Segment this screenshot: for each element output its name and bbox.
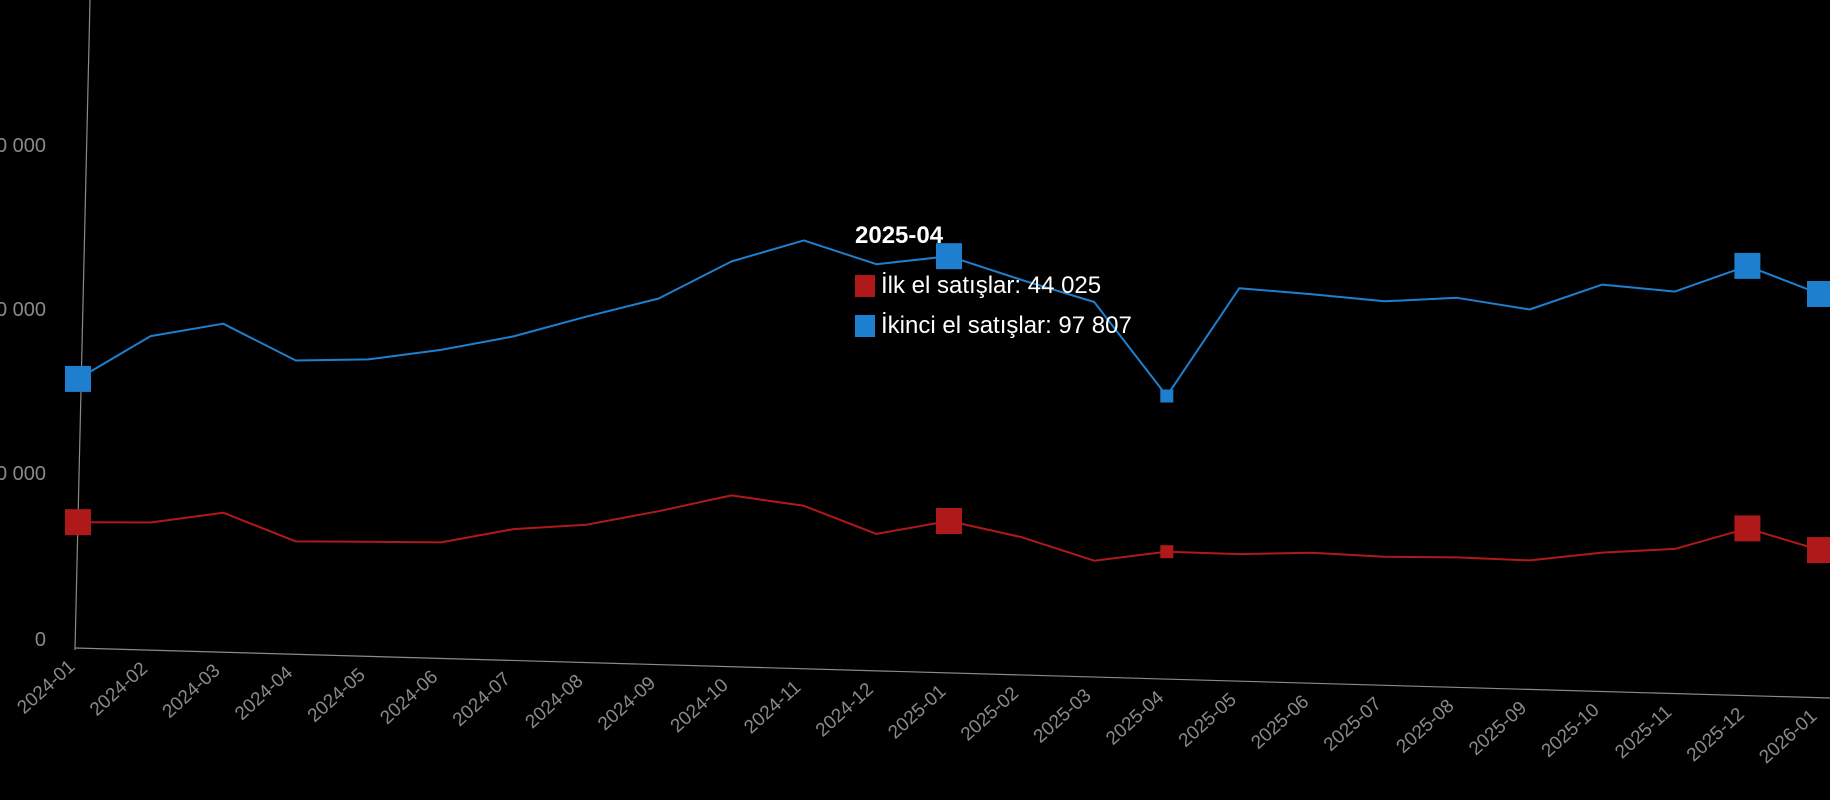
data-point-marker xyxy=(65,509,91,536)
tooltip-title: 2025-04 xyxy=(855,222,944,249)
x-axis-ticks: 2024-01 2024-02 2024-03 2024-04 2024-05 2024-… xyxy=(13,656,1821,768)
y-tick-label: 0 xyxy=(35,629,46,651)
tooltip-separator: : xyxy=(1045,312,1059,339)
x-tick-label: 2024-05 xyxy=(304,664,370,726)
x-tick-label: 2025-05 xyxy=(1175,689,1241,751)
data-point-marker xyxy=(1160,545,1174,559)
second-hand-swatch xyxy=(855,315,875,337)
x-tick-label: 2025-12 xyxy=(1683,704,1749,766)
tooltip: 2025-04 İlk el satışlar: 44 025 İkinci e… xyxy=(855,222,1175,346)
x-tick-label: 2024-07 xyxy=(449,669,515,731)
tooltip-value: 44 025 xyxy=(1027,272,1102,299)
x-tick-label: 2024-09 xyxy=(594,673,660,735)
x-tick-label: 2024-01 xyxy=(13,656,79,718)
y-axis-line xyxy=(74,0,91,651)
x-tick-label: 2024-03 xyxy=(159,660,225,722)
y-tick-label: 0 000 xyxy=(0,135,46,157)
x-tick-label: 2025-03 xyxy=(1030,685,1096,747)
x-tick-label: 2025-06 xyxy=(1247,691,1313,753)
x-tick-label: 2025-04 xyxy=(1102,687,1168,750)
x-tick-label: 2025-08 xyxy=(1393,695,1459,757)
x-tick-label: 2025-02 xyxy=(957,683,1023,745)
x-tick-label: 2024-02 xyxy=(86,658,152,720)
x-tick-label: 2025-07 xyxy=(1320,693,1386,755)
data-point-marker xyxy=(1807,537,1830,564)
x-tick-label: 2024-11 xyxy=(740,677,805,738)
y-tick-label: 0 000 xyxy=(0,463,46,485)
data-point-marker xyxy=(936,243,962,270)
first-hand-swatch xyxy=(855,275,875,297)
tooltip-row-first-hand: İlk el satışlar: 44 025 xyxy=(855,266,1175,306)
x-tick-label: 2025-01 xyxy=(884,681,950,743)
x-tick-label: 2025-09 xyxy=(1465,698,1531,760)
series-layer xyxy=(65,239,1830,564)
x-tick-label: 2024-12 xyxy=(812,679,878,741)
x-tick-label: 2026-01 xyxy=(1755,706,1821,768)
x-tick-label: 2024-04 xyxy=(231,662,297,725)
x-axis-line xyxy=(74,647,1830,699)
tooltip-row-second-hand: İkinci el satışlar: 97 807 xyxy=(855,306,1175,346)
data-point-marker xyxy=(1734,515,1761,542)
x-tick-label: 2025-10 xyxy=(1538,700,1604,762)
x-tick-label: 2024-08 xyxy=(522,671,588,733)
data-point-marker xyxy=(1734,252,1761,279)
data-point-marker xyxy=(1807,281,1830,307)
tooltip-label: İkinci el satışlar xyxy=(881,312,1046,339)
y-axis-ticks: 0 0 000 0 000 0 000 xyxy=(0,135,46,651)
x-tick-label: 2024-06 xyxy=(376,667,442,729)
y-tick-label: 0 000 xyxy=(0,299,46,321)
data-point-marker xyxy=(936,508,962,534)
x-tick-label: 2024-10 xyxy=(667,675,733,737)
tooltip-value: 97 807 xyxy=(1058,312,1132,339)
data-point-marker xyxy=(65,365,91,392)
x-tick-label: 2025-11 xyxy=(1611,702,1676,763)
data-point-marker xyxy=(1160,389,1174,403)
tooltip-separator: : xyxy=(1014,272,1028,299)
tooltip-label: İlk el satışlar xyxy=(881,272,1015,299)
